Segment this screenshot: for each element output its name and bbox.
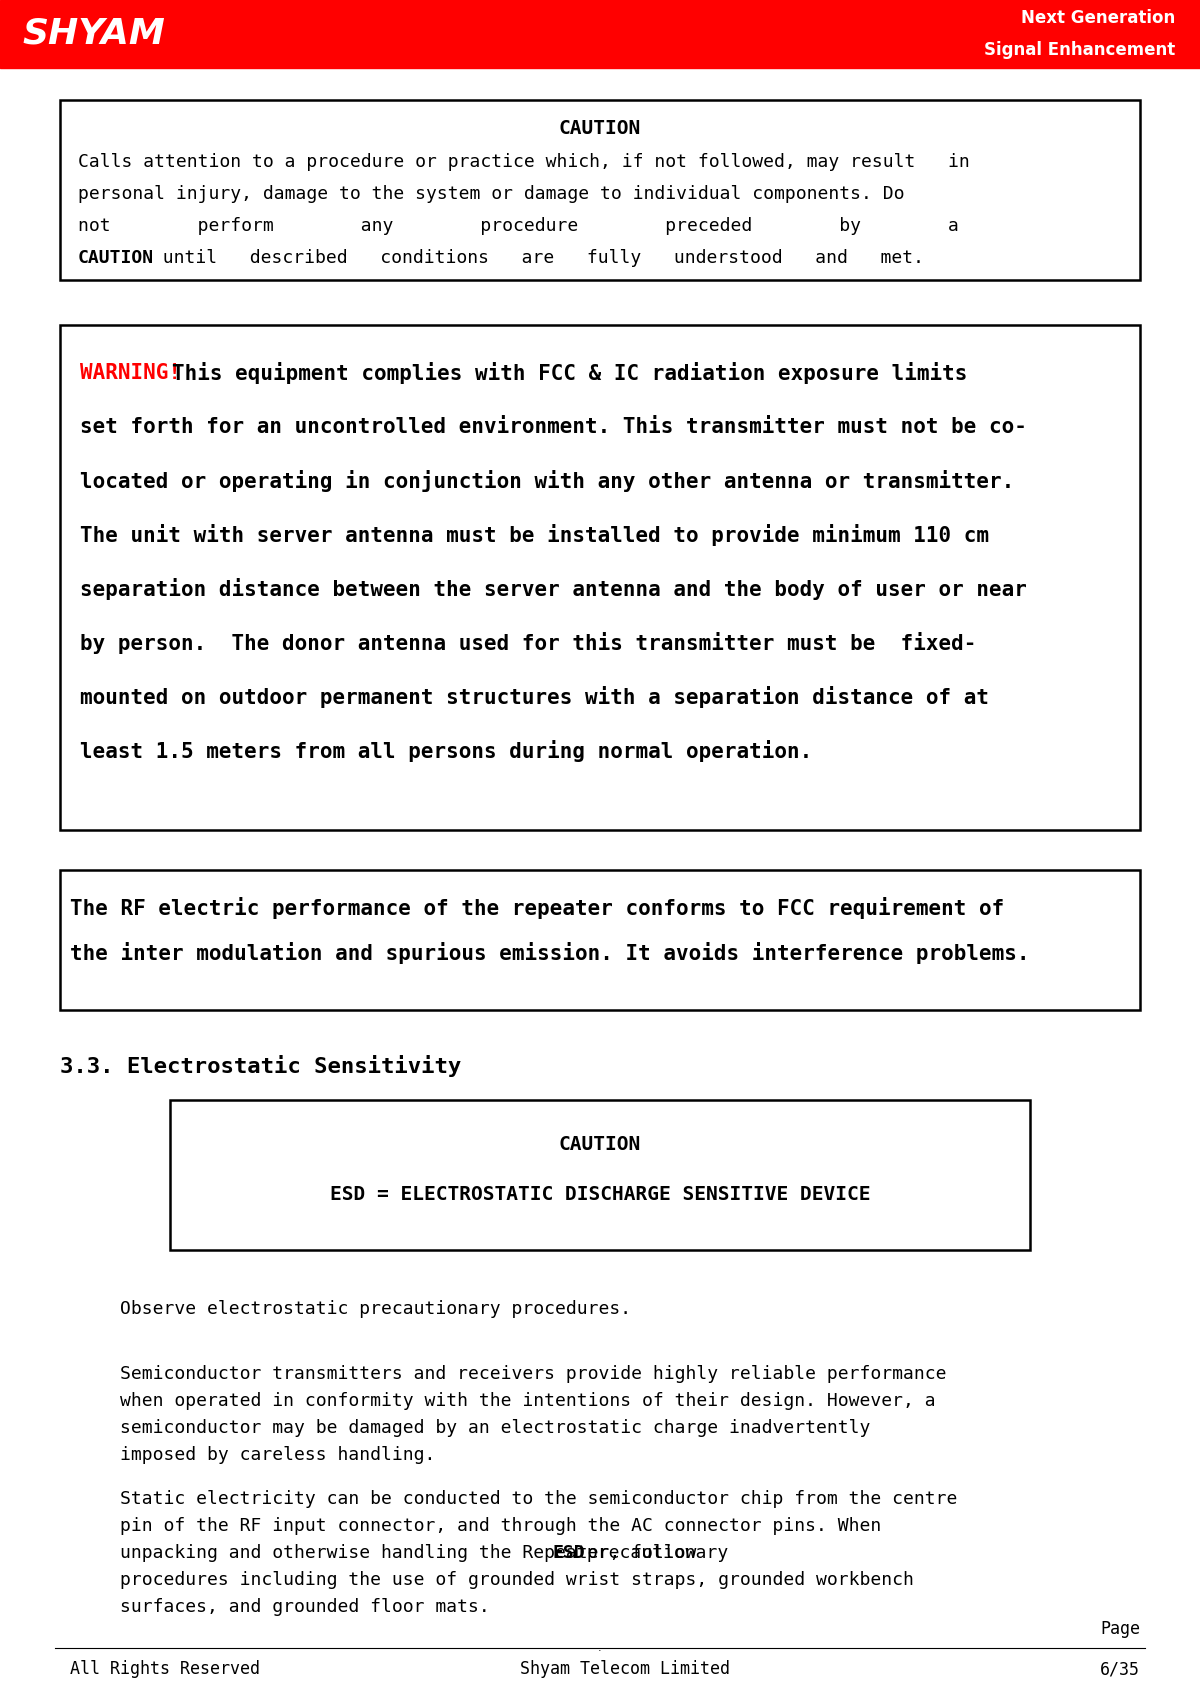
Text: .: . <box>598 1644 602 1654</box>
Text: All Rights Reserved: All Rights Reserved <box>70 1661 260 1677</box>
Text: Next Generation: Next Generation <box>1021 8 1175 27</box>
Text: imposed by careless handling.: imposed by careless handling. <box>120 1446 436 1464</box>
Text: CAUTION: CAUTION <box>559 118 641 137</box>
Text: not        perform        any        procedure        preceded        by        : not perform any procedure preceded by <box>78 216 959 235</box>
Text: located or operating in conjunction with any other antenna or transmitter.: located or operating in conjunction with… <box>80 470 1014 492</box>
Text: ESD = ELECTROSTATIC DISCHARGE SENSITIVE DEVICE: ESD = ELECTROSTATIC DISCHARGE SENSITIVE … <box>330 1185 870 1204</box>
Text: Calls attention to a procedure or practice which, if not followed, may result   : Calls attention to a procedure or practi… <box>78 152 970 171</box>
FancyBboxPatch shape <box>60 100 1140 281</box>
Text: the inter modulation and spurious emission. It avoids interference problems.: the inter modulation and spurious emissi… <box>70 942 1030 964</box>
Text: Semiconductor transmitters and receivers provide highly reliable performance: Semiconductor transmitters and receivers… <box>120 1365 947 1383</box>
Text: Static electricity can be conducted to the semiconductor chip from the centre: Static electricity can be conducted to t… <box>120 1490 958 1508</box>
Text: 3.3. Electrostatic Sensitivity: 3.3. Electrostatic Sensitivity <box>60 1055 461 1077</box>
Text: by person.  The donor antenna used for this transmitter must be  fixed-: by person. The donor antenna used for th… <box>80 632 977 654</box>
Text: procedures including the use of grounded wrist straps, grounded workbench: procedures including the use of grounded… <box>120 1571 914 1590</box>
Text: The RF electric performance of the repeater conforms to FCC requirement of: The RF electric performance of the repea… <box>70 896 1004 918</box>
Text: Signal Enhancement: Signal Enhancement <box>984 41 1175 59</box>
Text: when operated in conformity with the intentions of their design. However, a: when operated in conformity with the int… <box>120 1392 936 1410</box>
Text: SHYAM: SHYAM <box>22 17 164 51</box>
Text: unpacking and otherwise handling the Repeater, follow: unpacking and otherwise handling the Rep… <box>120 1544 707 1562</box>
Text: personal injury, damage to the system or damage to individual components. Do: personal injury, damage to the system or… <box>78 184 905 203</box>
Text: Page: Page <box>1100 1620 1140 1639</box>
Text: mounted on outdoor permanent structures with a separation distance of at: mounted on outdoor permanent structures … <box>80 687 989 709</box>
Text: CAUTION: CAUTION <box>78 249 154 267</box>
FancyBboxPatch shape <box>60 325 1140 830</box>
Text: This equipment complies with FCC & IC radiation exposure limits: This equipment complies with FCC & IC ra… <box>172 362 967 384</box>
Text: semiconductor may be damaged by an electrostatic charge inadvertently: semiconductor may be damaged by an elect… <box>120 1419 870 1437</box>
FancyBboxPatch shape <box>170 1101 1030 1250</box>
Text: separation distance between the server antenna and the body of user or near: separation distance between the server a… <box>80 578 1027 600</box>
Text: surfaces, and grounded floor mats.: surfaces, and grounded floor mats. <box>120 1598 490 1617</box>
Text: WARNING!: WARNING! <box>80 364 181 382</box>
Text: Observe electrostatic precautionary procedures.: Observe electrostatic precautionary proc… <box>120 1300 631 1317</box>
Text: ESD: ESD <box>552 1544 584 1562</box>
FancyBboxPatch shape <box>60 869 1140 1010</box>
Bar <box>0 0 1200 68</box>
Text: least 1.5 meters from all persons during normal operation.: least 1.5 meters from all persons during… <box>80 741 812 763</box>
Text: CAUTION: CAUTION <box>559 1135 641 1155</box>
Text: The unit with server antenna must be installed to provide minimum 110 cm: The unit with server antenna must be ins… <box>80 524 989 546</box>
Text: precautionary: precautionary <box>576 1544 728 1562</box>
Text: set forth for an uncontrolled environment. This transmitter must not be co-: set forth for an uncontrolled environmen… <box>80 418 1027 436</box>
Text: 6/35: 6/35 <box>1100 1661 1140 1677</box>
Text: Shyam Telecom Limited: Shyam Telecom Limited <box>520 1661 730 1677</box>
Text: pin of the RF input connector, and through the AC connector pins. When: pin of the RF input connector, and throu… <box>120 1517 881 1535</box>
Text: until   described   conditions   are   fully   understood   and   met.: until described conditions are fully und… <box>142 249 924 267</box>
